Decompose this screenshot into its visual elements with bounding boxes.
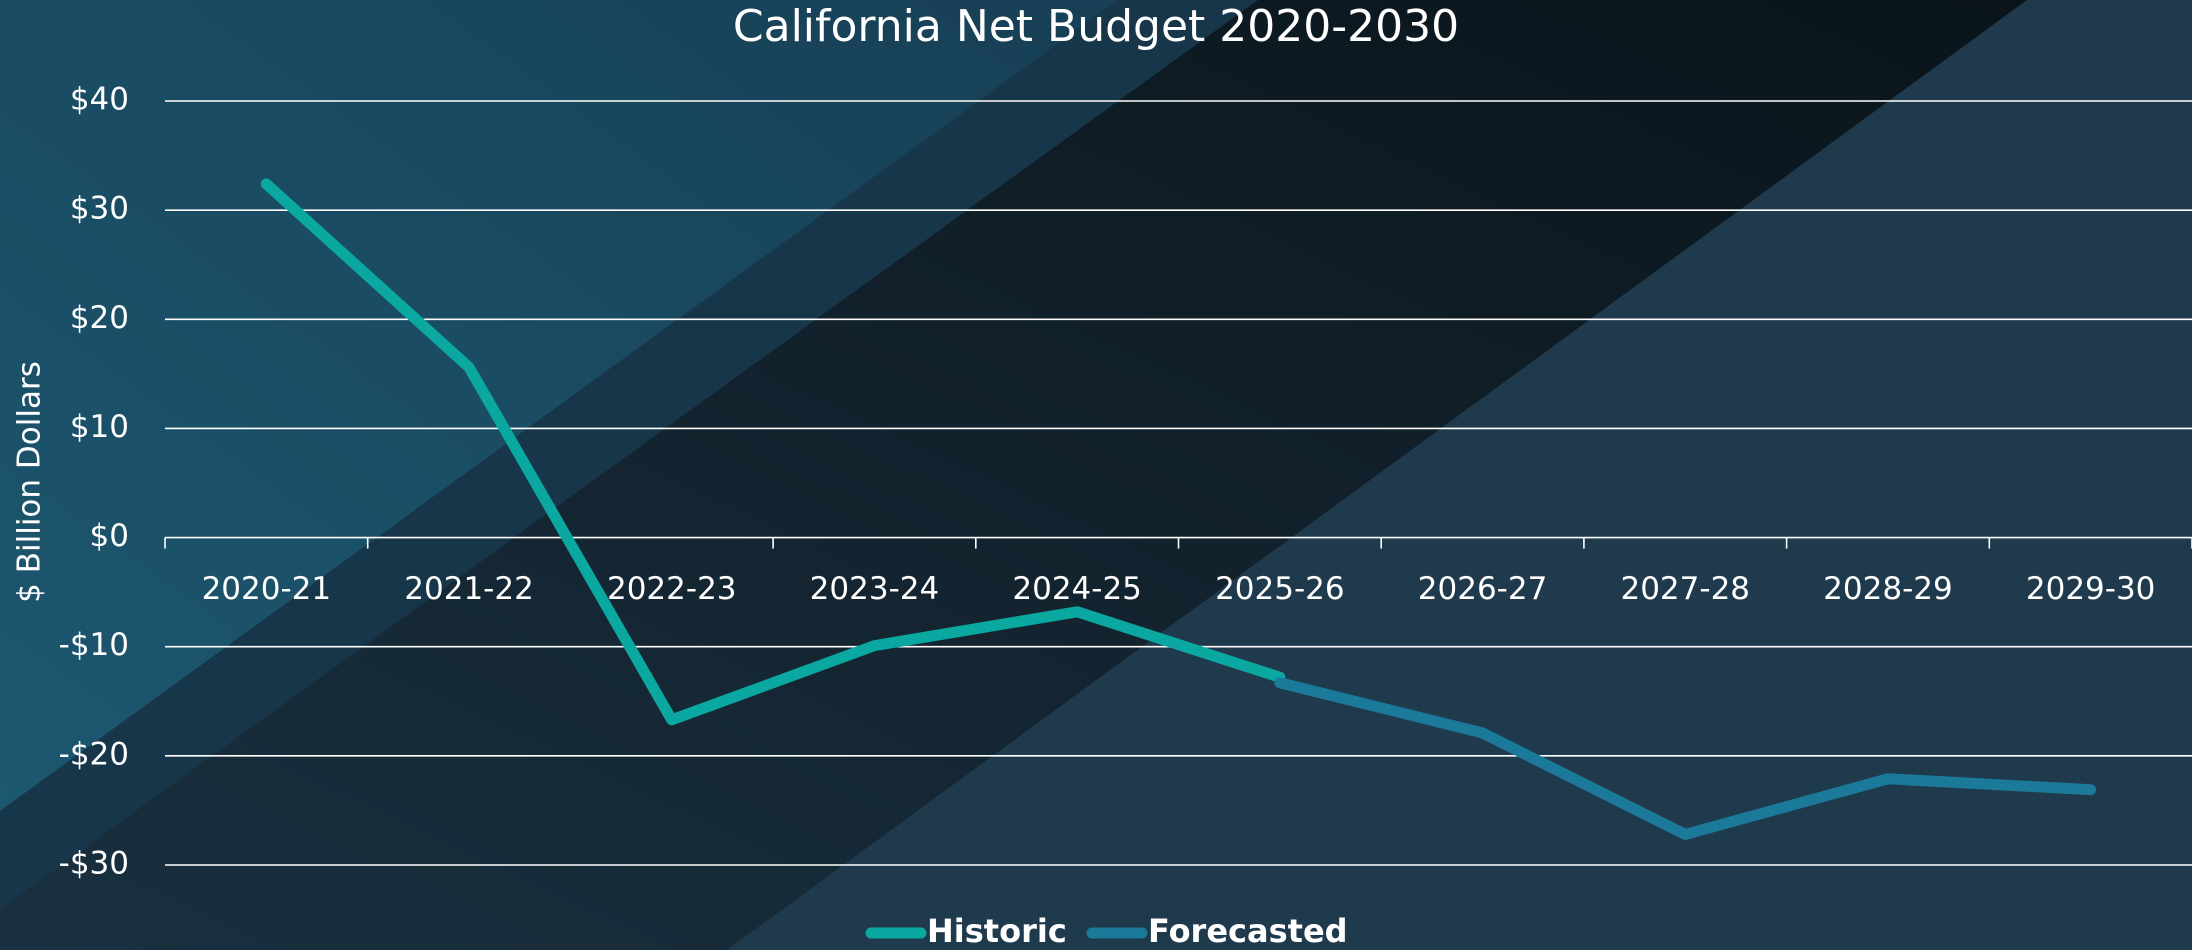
x-tick-label: 2022-23 [607,571,737,607]
x-tick-label: 2027-28 [1620,571,1750,607]
x-tick-label: 2020-21 [202,571,332,607]
background-band [0,0,2027,950]
chart-title: California Net Budget 2020-2030 [733,1,1459,52]
series-line [260,178,1286,726]
x-tick-label: 2028-29 [1823,571,1953,607]
y-tick-label: $20 [70,300,129,336]
x-tick-label: 2024-25 [1012,571,1142,607]
y-tick-label: -$20 [59,736,129,772]
y-tick-label: $0 [90,518,129,554]
x-tick-label: 2026-27 [1418,571,1548,607]
y-tick-label: -$30 [59,846,129,882]
x-tick-label: 2021-22 [404,571,534,607]
y-tick-label: $10 [70,409,129,445]
legend-label: Forecasted [1148,912,1348,950]
y-tick-label: $40 [70,82,129,118]
x-tick-label: 2025-26 [1215,571,1345,607]
series-line [1274,677,2097,840]
y-tick-label: $30 [70,191,129,227]
legend-label: Historic [927,912,1067,950]
y-axis-title: $ Billion Dollars [12,361,48,603]
y-tick-label: -$10 [59,627,129,663]
x-tick-label: 2023-24 [810,571,940,607]
x-tick-label: 2029-30 [2026,571,2156,607]
